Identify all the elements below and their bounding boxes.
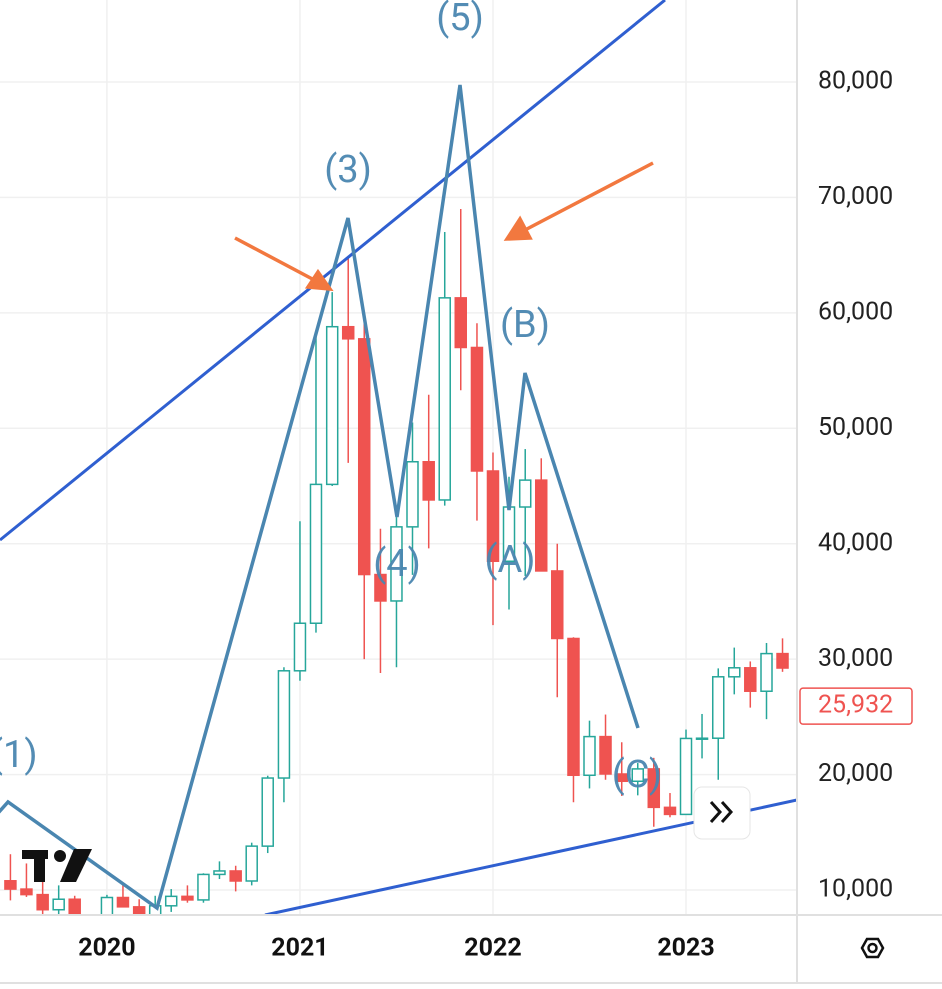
candle-body <box>68 898 81 915</box>
wave-label: (B) <box>500 303 550 347</box>
candle-body <box>20 888 33 896</box>
y-tick-label: 50,000 <box>818 413 893 442</box>
logo-part <box>54 850 66 862</box>
logo-part <box>34 850 45 882</box>
candle-body <box>229 870 242 882</box>
candle-body <box>116 896 130 908</box>
scroll-button-bg[interactable] <box>693 786 751 840</box>
candles <box>4 208 789 922</box>
y-tick-label: 60,000 <box>818 297 893 326</box>
price-tag-label: 25,932 <box>818 691 893 720</box>
candle-body <box>534 479 548 572</box>
wave-line <box>0 84 640 911</box>
candle-body <box>213 870 226 876</box>
candle-body <box>615 773 628 783</box>
candle-body <box>728 667 741 678</box>
candle-body <box>52 898 65 911</box>
candle-body <box>438 297 451 501</box>
candle-body <box>679 737 693 816</box>
settings-icon[interactable] <box>860 937 885 959</box>
candle-body <box>85 918 96 922</box>
wave-label: (1) <box>0 733 38 777</box>
candle-body <box>309 483 323 624</box>
x-tick-label: 2023 <box>657 934 714 963</box>
candle-body <box>148 905 162 915</box>
wave-label: (3) <box>324 148 372 192</box>
wave-label: (5) <box>436 0 484 40</box>
candle-body <box>277 670 291 779</box>
y-tick-label: 10,000 <box>818 875 893 904</box>
wave-label: (4) <box>373 542 421 586</box>
y-tick-label: 70,000 <box>818 182 893 211</box>
x-tick-label: 2021 <box>271 934 328 963</box>
candle-body <box>599 735 612 775</box>
y-tick-label: 80,000 <box>818 67 893 96</box>
y-tick-label: 40,000 <box>818 528 893 557</box>
candle-body <box>406 461 419 528</box>
x-tick-label: 2022 <box>464 934 521 963</box>
arrow <box>524 161 654 232</box>
axes: 10,000 20,000 30,000 40,000 50,000 60,000 70,0… <box>78 67 913 963</box>
candle-body <box>551 570 564 640</box>
settings-icon <box>867 942 878 954</box>
candle-body <box>744 667 757 692</box>
candle-body <box>486 470 500 563</box>
candle-body <box>245 845 258 882</box>
logo <box>22 849 92 882</box>
grid <box>0 0 797 915</box>
wave-label: (C) <box>612 753 663 797</box>
candle-body <box>454 297 468 349</box>
arrow-head <box>503 215 533 241</box>
drawings: (1) (3) (4) (5) (A) (B) (C) <box>0 0 797 915</box>
price-tag <box>799 687 913 725</box>
candle-body <box>181 895 194 901</box>
candle-body <box>374 573 387 602</box>
candle-body <box>760 652 773 692</box>
candle-body <box>663 806 677 816</box>
candle-body <box>132 906 146 915</box>
candle-body <box>4 880 17 890</box>
candle-body <box>325 325 339 486</box>
y-tick-label: 30,000 <box>818 644 893 673</box>
candle-body <box>341 325 355 340</box>
settings-button[interactable] <box>860 937 885 959</box>
arrow-head <box>304 268 334 292</box>
candle-body <box>776 652 789 669</box>
logo-part <box>60 849 92 882</box>
arrows <box>234 161 654 292</box>
candle-body <box>100 896 114 915</box>
candle-body <box>518 479 532 508</box>
candle-body <box>631 768 645 783</box>
candle-body <box>567 637 580 777</box>
candle-body <box>422 461 435 501</box>
candle-body <box>357 338 371 576</box>
candle-body <box>583 735 596 777</box>
arrow <box>234 236 319 284</box>
candle-body <box>293 622 307 672</box>
candle-body <box>164 895 178 907</box>
scroll-button[interactable] <box>693 786 751 840</box>
candle-body <box>390 526 403 602</box>
scroll-icon <box>709 800 734 824</box>
candle-body <box>261 777 274 847</box>
candle-body <box>36 893 49 911</box>
candle-body <box>711 676 725 739</box>
candle-body <box>695 737 709 740</box>
wave-label: (A) <box>484 538 535 582</box>
candle-body <box>470 346 484 472</box>
y-tick-label: 20,000 <box>818 759 893 788</box>
candle-body <box>197 873 210 901</box>
candle-body <box>647 768 661 809</box>
x-tick-label: 2020 <box>78 934 135 963</box>
